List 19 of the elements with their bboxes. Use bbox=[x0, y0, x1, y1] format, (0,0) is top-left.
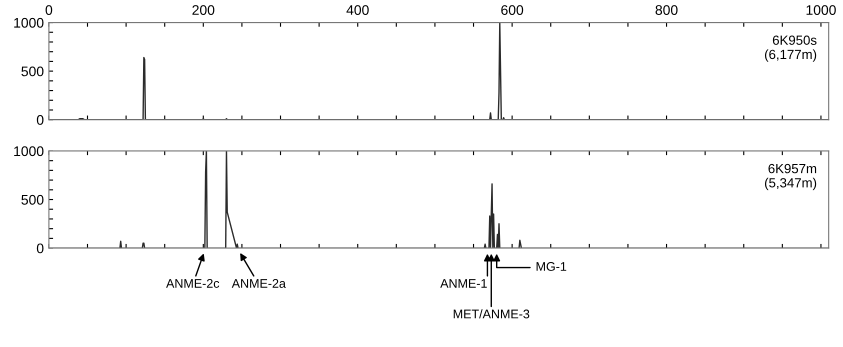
annotation: ANME-2c bbox=[166, 278, 220, 288]
annotation: MG-1 bbox=[536, 262, 566, 271]
y-tick-label: 500 bbox=[21, 194, 44, 205]
x-tick-label: 1000 bbox=[806, 5, 836, 15]
y-tick-label: 0 bbox=[36, 243, 44, 254]
y-tick-label: 1000 bbox=[14, 146, 44, 156]
x-tick-label: 0 bbox=[46, 5, 52, 15]
y-tick-label: 500 bbox=[21, 66, 44, 76]
y-tick-label: 1000 bbox=[14, 18, 44, 28]
x-tick-label: 200 bbox=[192, 5, 214, 15]
text: 6K957m (5,347m) bbox=[765, 164, 816, 190]
annotation: MET/ANME-3 bbox=[454, 309, 530, 318]
x-tick-label: 800 bbox=[656, 5, 678, 15]
annotation: ANME-1 bbox=[440, 279, 487, 288]
text: 6K950s (6,177m) bbox=[765, 36, 816, 62]
y-tick-label: 0 bbox=[36, 115, 44, 125]
annotation: ANME-2a bbox=[232, 278, 286, 288]
x-tick-label: 400 bbox=[346, 5, 369, 15]
x-tick-label: 600 bbox=[501, 5, 524, 15]
